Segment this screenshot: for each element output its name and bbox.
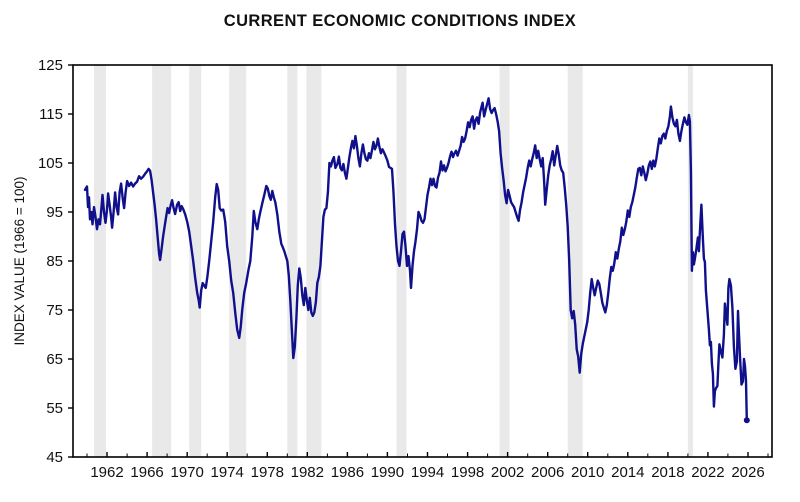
x-tick-label: 2022 [691,464,724,481]
x-tick-label: 1994 [411,464,444,481]
x-tick-label: 2006 [531,464,564,481]
chart-title: CURRENT ECONOMIC CONDITIONS INDEX [223,12,577,30]
x-tick-label: 1966 [130,464,163,481]
x-tick-label: 1962 [90,464,123,481]
x-tick-label: 2002 [491,464,524,481]
y-tick-label: 115 [39,106,63,123]
recession-band [396,65,407,457]
y-tick-label: 95 [46,204,63,221]
recession-band [152,65,172,457]
recession-band [687,65,693,457]
x-tick-label: 1974 [211,464,244,481]
x-tick-label: 2026 [731,464,764,481]
y-axis-title: INDEX VALUE (1966 = 100) [12,177,27,346]
y-tick-label: 105 [38,155,63,172]
axes-layer: 45 55 65 75 85 95 105 115 125 1962 1966 1970 1974 197… [38,57,773,481]
recession-band [229,65,247,457]
recession-band [94,65,106,457]
y-tick-label: 75 [46,302,63,319]
x-tick-label: 1986 [331,464,364,481]
series-layer [83,97,750,424]
x-tick-label: 1990 [371,464,404,481]
recession-band [306,65,322,457]
x-tick-label: 1978 [251,464,284,481]
x-tick-label: 2010 [571,464,604,481]
x-tick-label: 2018 [651,464,684,481]
x-tick-label: 2014 [611,464,644,481]
y-tick-label: 45 [46,449,63,466]
y-tick-label: 125 [38,57,63,74]
index-line [83,97,748,422]
latest-value-marker [743,417,750,424]
recession-band [189,65,202,457]
y-tick-label: 65 [46,351,63,368]
plot-border [72,64,773,458]
x-tick-label: 1998 [451,464,484,481]
recession-band [287,65,298,457]
y-tick-label: 85 [46,253,63,270]
y-tick-label: 55 [46,400,63,417]
recession-band [499,65,510,457]
x-tick-label: 1982 [291,464,324,481]
x-tick-label: 1970 [171,464,204,481]
recession-bands-layer [94,65,693,457]
